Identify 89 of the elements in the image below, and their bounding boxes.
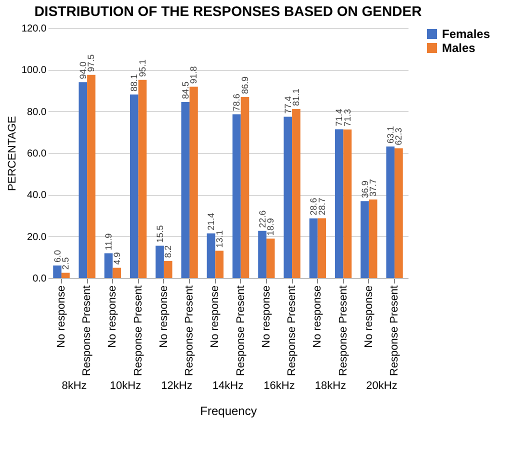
bar <box>240 96 250 278</box>
bar <box>112 268 122 278</box>
data-label: 37.7 <box>368 178 378 196</box>
bar <box>266 238 275 278</box>
x-tick-label: Response Present <box>234 286 247 376</box>
x-tick-label: No response <box>209 286 222 348</box>
legend-label: Females <box>442 27 490 41</box>
bar <box>386 146 395 278</box>
data-label: 11.9 <box>104 233 114 250</box>
data-label: 81.1 <box>291 88 302 106</box>
data-label: 13.1 <box>214 230 224 248</box>
y-tick-label: 0.0 <box>32 274 47 284</box>
bar <box>53 266 62 278</box>
y-tick-label: 60.0 <box>27 148 47 160</box>
bar <box>360 201 369 278</box>
text: 10kHz <box>110 380 142 392</box>
y-tick-label: 100.0 <box>21 65 47 76</box>
data-label: 84.5 <box>180 81 190 99</box>
x-tick-label: Response Present <box>81 286 94 376</box>
data-label: 8.2 <box>163 245 174 258</box>
bar <box>334 129 344 278</box>
data-label: 2.5 <box>60 257 71 270</box>
y-tick-label: 20.0 <box>27 232 47 243</box>
text: 14kHz <box>212 380 244 392</box>
y-tick-label: 120.0 <box>21 24 47 34</box>
data-label: 88.1 <box>129 74 140 92</box>
bar <box>61 272 70 278</box>
data-label: 15.5 <box>154 225 165 243</box>
x-tick-label: Response Present <box>388 286 401 376</box>
x-tick-label: No response <box>362 286 375 348</box>
bar <box>232 114 241 278</box>
x-tick-label: Response Present <box>337 286 350 376</box>
x-tick-label: Response Present <box>132 286 144 376</box>
x-axis-title: Frequency <box>200 404 257 418</box>
y-axis-title: PERCENTAGE <box>6 116 18 191</box>
y-tick-label: 40.0 <box>27 190 47 202</box>
data-label: 28.6 <box>308 198 319 216</box>
text: 18kHz <box>314 380 346 392</box>
bar <box>258 230 266 278</box>
text: 12kHz <box>161 380 192 392</box>
bar <box>78 82 88 278</box>
bar <box>284 116 292 278</box>
bar <box>343 129 352 278</box>
data-label: 18.9 <box>266 218 276 236</box>
bar <box>130 94 138 278</box>
data-label: 63.1 <box>385 126 396 144</box>
bar <box>104 253 113 278</box>
chart-title: DISTRIBUTION OF THE RESPONSES BASED ON GENDER <box>34 3 422 19</box>
data-label: 95.1 <box>137 59 148 77</box>
x-tick-label: No response <box>260 286 272 348</box>
bar <box>156 246 164 278</box>
data-label: 71.3 <box>342 108 352 126</box>
text: 16kHz <box>264 380 295 392</box>
bar <box>394 148 403 278</box>
x-tick-label: No response <box>106 286 119 348</box>
x-tick-label: No response <box>55 286 68 348</box>
bar <box>164 260 172 278</box>
x-tick-label: No response <box>158 286 170 348</box>
bar <box>206 233 216 278</box>
data-label: 22.6 <box>257 210 268 228</box>
data-label: 94.0 <box>78 62 88 80</box>
bar <box>181 102 190 278</box>
y-tick-label: 80.0 <box>27 106 47 118</box>
bar <box>318 218 326 278</box>
data-label: 86.9 <box>240 76 250 94</box>
bar <box>368 199 378 278</box>
data-label: 91.8 <box>188 66 199 84</box>
data-label: 21.4 <box>206 212 216 230</box>
bar <box>138 80 147 278</box>
data-label: 6.0 <box>52 250 62 262</box>
bar <box>292 109 300 278</box>
text: 20kHz <box>366 380 398 392</box>
bar <box>215 250 224 278</box>
data-label: 4.9 <box>112 252 122 265</box>
x-tick-label: No response <box>312 286 324 348</box>
x-tick-label: Response Present <box>286 286 298 376</box>
data-label: 62.3 <box>394 128 404 146</box>
bar <box>309 218 318 278</box>
legend-label: Males <box>442 41 476 55</box>
data-label: 36.9 <box>360 180 370 198</box>
data-label: 28.7 <box>316 198 327 216</box>
data-label: 78.6 <box>232 94 242 112</box>
data-label: 71.4 <box>334 108 344 126</box>
data-label: 77.4 <box>282 96 293 114</box>
bar <box>190 86 198 278</box>
bar <box>87 74 96 278</box>
x-tick-label: Response Present <box>184 286 196 376</box>
text: 8kHz <box>62 380 87 392</box>
data-label: 97.5 <box>86 54 96 72</box>
